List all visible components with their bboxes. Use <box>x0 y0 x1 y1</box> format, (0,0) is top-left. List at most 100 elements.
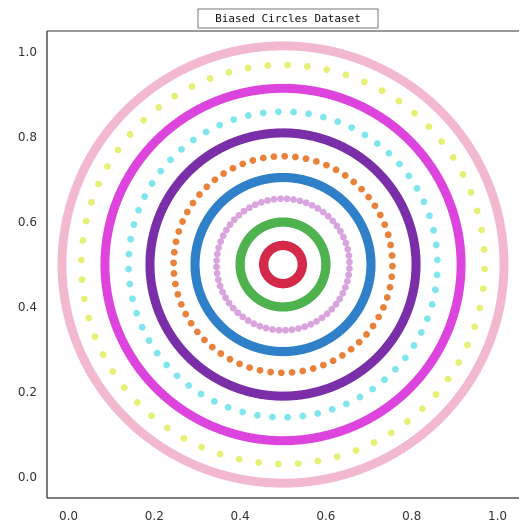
data-point <box>193 328 201 336</box>
data-point <box>157 167 165 175</box>
data-point <box>360 78 368 86</box>
data-point <box>180 434 188 442</box>
data-point <box>347 345 355 353</box>
data-point <box>348 124 356 131</box>
data-point <box>215 244 223 252</box>
data-point <box>309 365 317 372</box>
data-point <box>329 357 337 365</box>
data-point <box>145 337 153 344</box>
data-point <box>262 324 270 332</box>
data-point <box>388 252 396 259</box>
data-point <box>163 424 171 432</box>
data-point <box>216 282 224 290</box>
data-point <box>141 193 149 200</box>
data-point <box>345 271 353 279</box>
data-point <box>126 131 134 138</box>
data-point <box>373 140 381 147</box>
data-point <box>153 349 161 357</box>
data-point <box>224 404 232 411</box>
data-point <box>114 146 122 154</box>
data-point <box>217 350 225 357</box>
data-point <box>222 226 230 234</box>
data-point <box>213 250 221 258</box>
data-point <box>438 138 446 145</box>
data-point <box>464 341 471 349</box>
data-point <box>455 359 463 366</box>
data-point <box>284 61 291 69</box>
data-point <box>314 457 322 465</box>
data-point <box>411 109 418 117</box>
data-point <box>341 172 349 179</box>
data-point <box>80 295 88 303</box>
data-point <box>256 322 264 330</box>
data-point <box>239 408 247 416</box>
data-point <box>173 372 181 380</box>
data-point <box>264 62 272 69</box>
data-point <box>183 208 191 216</box>
data-point <box>171 92 179 100</box>
data-point <box>342 239 350 247</box>
data-point <box>179 218 186 225</box>
data-point <box>381 376 388 384</box>
data-point <box>361 131 369 139</box>
data-point <box>302 155 310 163</box>
data-point <box>220 170 228 177</box>
data-point <box>288 368 296 376</box>
data-point <box>249 157 257 164</box>
data-point <box>171 280 179 288</box>
data-point <box>264 197 271 204</box>
data-point <box>82 217 90 225</box>
data-point <box>471 323 479 331</box>
data-point <box>333 222 341 230</box>
data-point <box>332 166 340 174</box>
data-point <box>376 211 384 219</box>
data-point <box>369 322 377 330</box>
data-point <box>202 128 210 136</box>
data-point <box>103 163 111 170</box>
data-point <box>428 301 436 308</box>
data-point <box>269 326 276 333</box>
data-point <box>140 116 148 124</box>
data-point <box>378 87 386 95</box>
data-point <box>308 201 316 209</box>
data-point <box>257 198 265 206</box>
x-tick-label: 0.6 <box>316 509 335 523</box>
data-point <box>125 250 133 258</box>
data-point <box>170 259 177 267</box>
data-point <box>426 212 433 220</box>
data-point <box>481 265 489 273</box>
data-point <box>259 262 269 273</box>
data-point <box>449 154 457 161</box>
data-point <box>226 189 236 199</box>
data-point <box>254 411 261 419</box>
data-point <box>219 288 226 296</box>
data-point <box>148 412 155 420</box>
data-point <box>135 206 142 214</box>
data-point <box>244 112 252 119</box>
data-point <box>291 153 299 161</box>
data-point <box>342 71 350 79</box>
data-point <box>389 262 396 270</box>
data-point <box>324 212 332 220</box>
data-point <box>479 285 487 292</box>
data-point <box>350 178 358 186</box>
data-point <box>219 232 227 240</box>
data-point <box>259 109 267 117</box>
data-point <box>444 375 452 383</box>
x-tick-label: 0.4 <box>231 509 250 523</box>
data-point <box>307 320 315 328</box>
data-point <box>188 83 196 90</box>
data-point <box>334 118 342 125</box>
data-point <box>288 326 296 334</box>
data-point <box>384 231 392 239</box>
data-point <box>269 413 276 421</box>
y-tick-label: 0.2 <box>18 385 37 399</box>
data-point <box>185 382 193 389</box>
data-point <box>275 460 282 468</box>
data-point <box>340 233 347 241</box>
data-point <box>333 453 341 461</box>
data-point <box>395 97 403 105</box>
data-point <box>175 228 183 235</box>
data-point <box>431 286 439 294</box>
